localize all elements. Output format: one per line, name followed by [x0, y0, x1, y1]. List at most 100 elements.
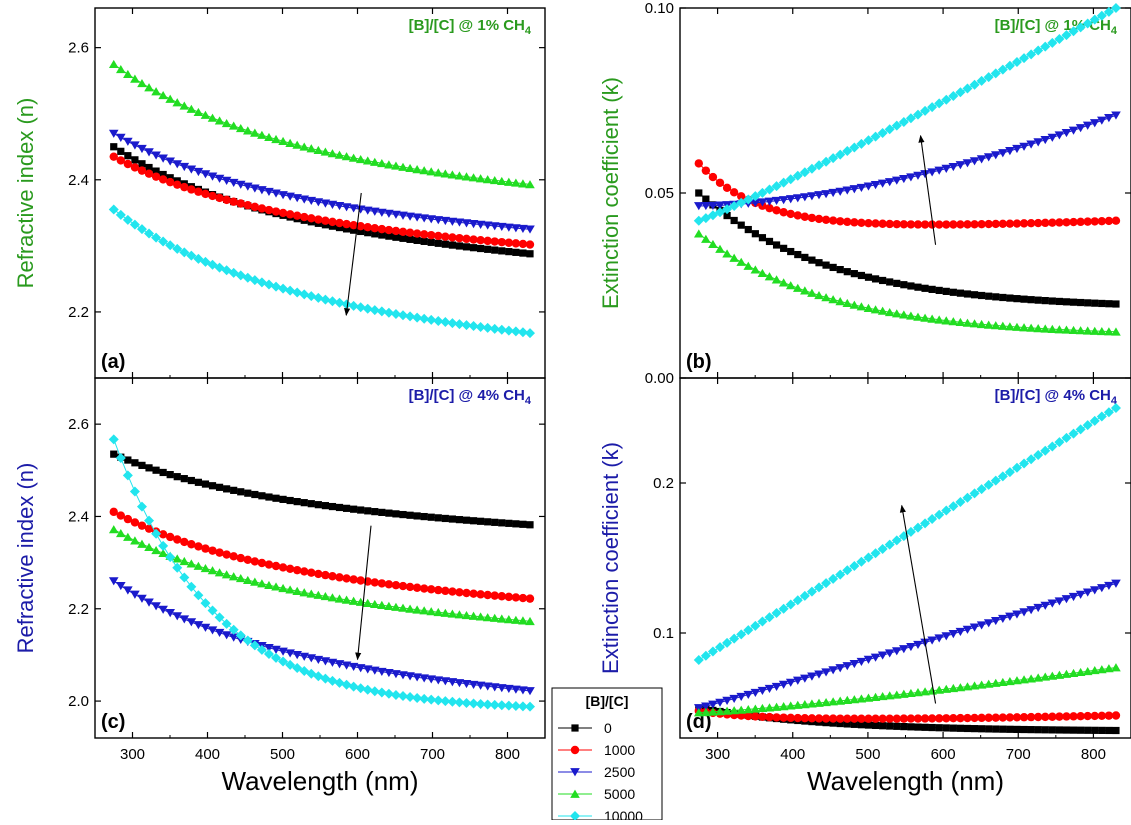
data-point — [482, 322, 493, 333]
data-point — [180, 182, 189, 192]
data-point — [356, 221, 365, 231]
data-point — [440, 696, 451, 707]
data-point — [1019, 219, 1029, 228]
data-point — [511, 593, 521, 602]
data-point — [792, 170, 803, 181]
data-point — [1011, 462, 1022, 473]
data-point — [278, 583, 288, 593]
data-point — [256, 644, 267, 655]
data-point — [1041, 712, 1050, 722]
data-point — [427, 585, 436, 594]
x-tick-label: 400 — [780, 746, 805, 763]
data-point — [942, 724, 950, 732]
data-point — [201, 480, 210, 488]
data-point — [461, 219, 472, 228]
data-point — [1104, 327, 1114, 336]
data-point — [285, 210, 295, 219]
data-point — [1104, 114, 1114, 123]
data-point — [427, 230, 436, 240]
data-point — [419, 230, 429, 239]
data-point — [285, 285, 296, 296]
data-point — [842, 662, 853, 671]
data-point — [935, 724, 943, 732]
data-point — [207, 566, 218, 575]
data-point — [342, 504, 351, 512]
data-point — [1097, 584, 1107, 593]
panel-title-subscript: 4 — [525, 25, 532, 37]
x-tick-label: 800 — [495, 746, 520, 763]
data-point — [200, 563, 211, 573]
data-point — [927, 168, 937, 177]
data-point — [369, 157, 380, 166]
x-axis-ticks — [94, 8, 546, 378]
x-tick-label: 500 — [855, 746, 880, 763]
data-point — [131, 156, 139, 164]
data-point — [900, 722, 908, 731]
y-tick-label: 0.05 — [645, 185, 674, 202]
data-point — [836, 217, 845, 226]
data-point — [821, 697, 831, 707]
data-point — [115, 209, 126, 220]
data-point — [905, 113, 916, 124]
data-point — [108, 434, 119, 445]
data-point — [1041, 726, 1049, 734]
data-point — [433, 216, 444, 225]
data-point — [314, 569, 323, 579]
data-point — [1096, 411, 1107, 422]
data-point — [355, 664, 366, 673]
data-point — [293, 498, 301, 506]
data-point — [221, 618, 232, 629]
data-point — [334, 677, 345, 688]
data-point — [1084, 726, 1092, 734]
data-point — [1006, 294, 1014, 302]
data-point — [955, 87, 966, 98]
series-0 — [110, 450, 534, 529]
data-point — [243, 201, 252, 210]
data-point — [419, 214, 429, 223]
data-point — [991, 219, 1000, 229]
data-point — [970, 291, 979, 299]
data-point — [462, 234, 471, 244]
data-point — [427, 238, 435, 246]
data-point — [976, 75, 987, 86]
data-point — [504, 684, 514, 694]
data-point — [433, 607, 444, 617]
data-point — [778, 278, 789, 287]
data-point — [306, 589, 317, 598]
data-point — [110, 143, 118, 151]
data-point — [257, 558, 267, 568]
data-point — [242, 182, 253, 191]
data-point — [461, 679, 472, 689]
data-point — [398, 603, 408, 612]
data-point — [893, 279, 901, 287]
data-point — [447, 678, 458, 687]
data-point — [257, 130, 267, 139]
data-point — [1083, 711, 1092, 721]
data-point — [977, 219, 986, 229]
data-point — [948, 501, 959, 512]
data-point — [997, 64, 1008, 75]
data-point — [1091, 299, 1099, 307]
data-point — [842, 565, 853, 576]
data-point — [440, 677, 451, 686]
data-point — [412, 673, 422, 682]
data-point — [927, 220, 937, 229]
data-point — [949, 288, 957, 296]
data-point — [976, 155, 987, 164]
data-point — [385, 232, 393, 240]
data-point — [786, 209, 795, 219]
data-point — [1026, 674, 1036, 683]
data-point — [144, 83, 154, 92]
data-point — [879, 276, 887, 285]
data-point — [1012, 676, 1022, 685]
data-point — [136, 501, 147, 512]
data-point — [350, 226, 358, 234]
data-point — [828, 666, 838, 675]
data-point — [489, 613, 500, 622]
panel-c: 300 400 500 600 700 800 2.0 2.2 2.4 2.6 Refractive… — [13, 377, 546, 796]
data-point — [764, 612, 775, 623]
data-point — [962, 83, 973, 94]
data-point — [228, 178, 239, 187]
data-point — [814, 191, 824, 200]
